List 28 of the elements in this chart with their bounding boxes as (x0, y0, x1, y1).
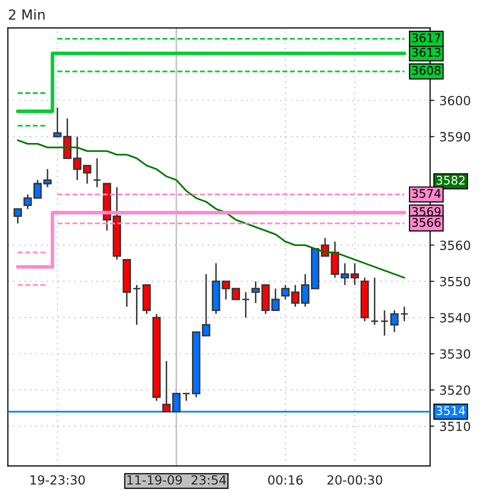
data-label: 3617 (412, 33, 440, 42)
y-tick-label: 3520 (440, 385, 470, 395)
candlestick (390, 310, 399, 333)
chart-title: 2 Min (8, 9, 45, 20)
text: 3582 (436, 176, 465, 185)
candlestick (271, 288, 280, 312)
y-tick-label: 3600 (440, 96, 470, 106)
data-label: 3613 (412, 48, 440, 57)
data-label: 3608 (412, 66, 441, 75)
y-tick-label: 3540 (440, 313, 470, 322)
x-tick-label: 11-19-09 23:54 (127, 475, 226, 485)
data-label: 3574 (412, 188, 441, 198)
candlestick (380, 310, 389, 336)
candlestick (14, 208, 22, 224)
x-tick-label: 20-00:30 (327, 475, 382, 485)
y-tick-label: 3590 (440, 132, 470, 142)
y-tick-label: 3550 (440, 276, 470, 286)
y-tick-label: 3530 (440, 349, 470, 359)
y-tick-label: 3510 (440, 422, 470, 432)
candlestick (400, 306, 409, 322)
x-tick-label: 00:16 (268, 475, 303, 485)
data-label: 3566 (412, 218, 441, 227)
x-tick-label: 19-23:30 (30, 475, 85, 485)
ref-line-label: 3514 (436, 406, 466, 416)
candlestick (132, 284, 141, 326)
candlestick (182, 392, 190, 402)
candlestick (370, 277, 379, 326)
y-tick-label: 3560 (440, 240, 470, 250)
